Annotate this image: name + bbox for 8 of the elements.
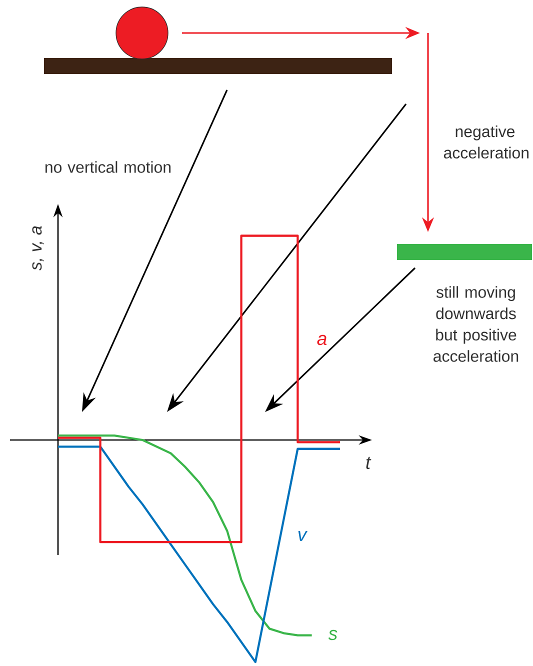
series-label: a	[317, 334, 327, 346]
series-label: s	[328, 630, 338, 640]
x-axis-title: t	[366, 456, 372, 470]
y-axis-title: s, v, a	[32, 226, 44, 270]
text: negative acceleration	[444, 125, 528, 159]
text: still moving downwards but positive acceleration	[434, 286, 518, 362]
text: no vertical motion	[45, 161, 171, 173]
series-label: v	[298, 531, 308, 541]
